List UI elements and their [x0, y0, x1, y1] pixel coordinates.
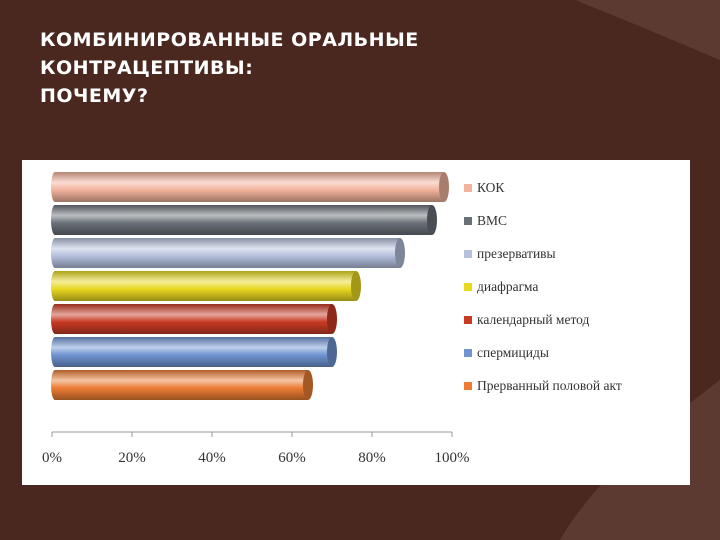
legend: КОК ВМС презервативы диафрагма календарный м…	[464, 171, 622, 402]
legend-label: диафрагма	[477, 278, 539, 294]
legend-swatch	[464, 315, 472, 324]
bar-end-cap	[395, 238, 405, 268]
bar-1	[51, 172, 449, 202]
x-tick-label: 20%	[118, 450, 146, 466]
bar-start-cap	[51, 370, 59, 400]
bar-start-cap	[51, 205, 59, 235]
legend-label: КОК	[477, 179, 505, 195]
x-tick-label: 100%	[434, 450, 470, 466]
legend-swatch	[464, 249, 472, 258]
bar-start-cap	[51, 304, 59, 334]
bar-end-cap	[327, 304, 337, 334]
bar-3	[51, 238, 405, 268]
background-swoosh-top	[575, 0, 720, 60]
bar-end-cap	[439, 172, 449, 202]
bar-body	[55, 205, 432, 235]
bar-body	[55, 304, 332, 334]
legend-swatch	[464, 381, 472, 390]
bar-body	[55, 271, 356, 301]
chart-panel: КОК ВМС презервативы диафрагма календарный м…	[22, 160, 690, 485]
title-line-3: ПОЧЕМУ?	[40, 85, 149, 107]
legend-label: ВМС	[477, 212, 508, 228]
bar-end-cap	[351, 271, 361, 301]
bar-end-cap	[427, 205, 437, 235]
bar-start-cap	[51, 337, 59, 367]
x-axis-tick-labels: 0% 20% 40% 60% 80% 100%	[22, 450, 690, 472]
bar-body	[55, 238, 400, 268]
legend-item: Прерванный половой акт	[464, 369, 622, 402]
legend-swatch	[464, 348, 472, 357]
legend-swatch	[464, 183, 472, 192]
bars	[51, 172, 449, 400]
bar-chart	[51, 172, 453, 437]
x-tick-label: 80%	[358, 450, 386, 466]
bar-end-cap	[303, 370, 313, 400]
legend-item: диафрагма	[464, 270, 622, 303]
bar-body	[55, 370, 308, 400]
legend-label: презервативы	[477, 245, 556, 261]
legend-label: спермициды	[477, 344, 549, 360]
bar-end-cap	[327, 337, 337, 367]
slide-title: КОМБИНИРОВАННЫЕ ОРАЛЬНЫЕ КОНТРАЦЕПТИВЫ: …	[40, 26, 419, 110]
title-line-1: КОМБИНИРОВАННЫЕ ОРАЛЬНЫЕ	[40, 29, 419, 51]
legend-item: КОК	[464, 171, 622, 204]
bar-6	[51, 337, 337, 367]
x-tick-label: 0%	[42, 450, 62, 466]
bar-start-cap	[51, 172, 59, 202]
legend-swatch	[464, 216, 472, 225]
bar-body	[55, 172, 444, 202]
legend-item: презервативы	[464, 237, 622, 270]
bar-7	[51, 370, 313, 400]
legend-label: Прерванный половой акт	[477, 377, 622, 393]
bar-5	[51, 304, 337, 334]
legend-item: ВМС	[464, 204, 622, 237]
legend-item: спермициды	[464, 336, 622, 369]
x-tick-label: 40%	[198, 450, 226, 466]
bar-body	[55, 337, 332, 367]
legend-swatch	[464, 282, 472, 291]
x-tick-label: 60%	[278, 450, 306, 466]
bar-4	[51, 271, 361, 301]
bar-start-cap	[51, 271, 59, 301]
bar-2	[51, 205, 437, 235]
bar-start-cap	[51, 238, 59, 268]
x-axis	[51, 431, 453, 437]
legend-item: календарный метод	[464, 303, 622, 336]
title-line-2: КОНТРАЦЕПТИВЫ:	[40, 57, 254, 79]
legend-label: календарный метод	[477, 311, 590, 327]
